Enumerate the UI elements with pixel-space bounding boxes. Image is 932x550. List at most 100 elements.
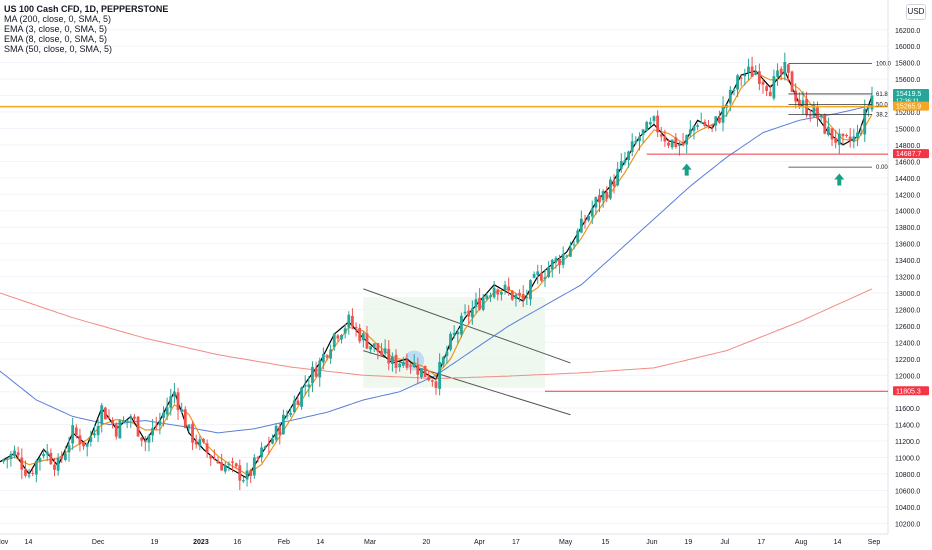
candle-body: [147, 435, 151, 443]
candle-body: [282, 414, 285, 435]
candle-body: [779, 68, 783, 75]
price-label-text: 11805.3: [896, 388, 921, 395]
candle-body: [630, 141, 634, 152]
candle-body: [470, 308, 474, 318]
candle-body: [747, 66, 750, 73]
candle-body: [841, 133, 845, 137]
candle-body: [449, 333, 452, 350]
candle-body: [765, 86, 769, 91]
legend-ema3[interactable]: EMA (3, close, 0, SMA, 5): [4, 24, 108, 34]
candle-body: [343, 328, 347, 334]
candle-body: [696, 125, 699, 127]
candle-body: [645, 121, 649, 131]
candle-body: [681, 141, 685, 146]
candle-body: [634, 140, 638, 143]
candle-body: [5, 458, 9, 460]
y-tick-label: 13400.0: [895, 258, 920, 265]
candle-body: [74, 427, 78, 435]
legend-sma50[interactable]: SMA (50, close, 0, SMA, 5): [4, 44, 113, 54]
candle-body: [202, 438, 205, 443]
candle-body: [405, 359, 409, 368]
candle-body: [870, 95, 874, 110]
y-tick-label: 12400.0: [895, 340, 920, 347]
x-tick-label: Nov: [0, 539, 9, 546]
candle-body: [863, 108, 867, 135]
candle-body: [38, 458, 42, 462]
candle-body: [794, 90, 798, 102]
candle-body: [638, 136, 641, 142]
candle-body: [209, 455, 213, 459]
candle-body: [808, 114, 812, 117]
candle-body: [496, 289, 500, 295]
candle-body: [242, 480, 245, 482]
candle-body: [598, 195, 601, 203]
candle-body: [347, 314, 351, 328]
candle-body: [739, 77, 743, 79]
candle-body: [180, 409, 184, 412]
candle-body: [238, 465, 242, 481]
candle-body: [485, 295, 489, 299]
candle-body: [16, 452, 20, 456]
candle-body: [688, 129, 692, 134]
candle-body: [768, 91, 772, 97]
candle-body: [754, 71, 758, 75]
y-tick-label: 11600.0: [895, 406, 920, 413]
candle-body: [797, 99, 801, 107]
candle-body: [656, 115, 660, 133]
candle-body: [856, 132, 859, 139]
candle-body: [369, 346, 372, 350]
candle-body: [45, 451, 49, 455]
candle-body: [176, 392, 180, 411]
candle-body: [703, 121, 707, 126]
currency-button[interactable]: USD: [906, 4, 926, 20]
channel-zone: [363, 297, 545, 388]
candle-body: [438, 362, 442, 389]
candle-body: [358, 327, 362, 342]
candle-body: [685, 134, 689, 145]
y-tick-label: 15200.0: [895, 110, 920, 117]
candle-body: [463, 311, 467, 314]
candle-body: [82, 441, 85, 447]
candle-body: [536, 271, 540, 276]
candle-body: [151, 427, 154, 436]
candle-body: [314, 367, 318, 377]
candle-body: [133, 416, 136, 419]
x-tick-label: 19: [151, 539, 159, 546]
candle-body: [100, 405, 104, 425]
candle-body: [641, 129, 645, 135]
candle-body: [303, 384, 307, 387]
legend-ma200[interactable]: MA (200, close, 0, SMA, 5): [4, 14, 112, 24]
candle-body: [547, 267, 551, 278]
candle-body: [674, 137, 678, 148]
candle-body: [412, 362, 416, 368]
x-tick-label: Jun: [646, 539, 657, 546]
x-tick-label: 15: [602, 539, 610, 546]
candle-body: [699, 122, 703, 124]
candle-body: [583, 220, 587, 223]
candle-body: [652, 116, 656, 121]
candle-body: [823, 114, 827, 134]
candle-body: [311, 366, 314, 384]
candle-body: [736, 75, 739, 90]
candle-body: [111, 420, 115, 424]
fib-label: 61.8: [876, 92, 888, 98]
candle-body: [565, 255, 569, 257]
candle-body: [416, 364, 420, 375]
x-tick-label: 14: [834, 539, 842, 546]
symbol-title[interactable]: US 100 Cash CFD, 1D, PEPPERSTONE: [4, 4, 169, 14]
candle-body: [510, 290, 514, 300]
candle-body: [776, 70, 779, 77]
candle-body: [576, 230, 580, 243]
candle-body: [445, 351, 449, 356]
candle-body: [503, 284, 507, 290]
candle-body: [365, 333, 369, 349]
fib-label: 38.2: [876, 112, 888, 118]
y-tick-label: 14200.0: [895, 192, 920, 199]
legend-ema8[interactable]: EMA (8, close, 0, SMA, 5): [4, 34, 108, 44]
candle-body: [441, 357, 445, 365]
price-label-text: 15265.9: [896, 104, 921, 111]
candle-body: [380, 350, 383, 355]
candle-body: [830, 128, 834, 140]
candle-body: [667, 142, 670, 146]
